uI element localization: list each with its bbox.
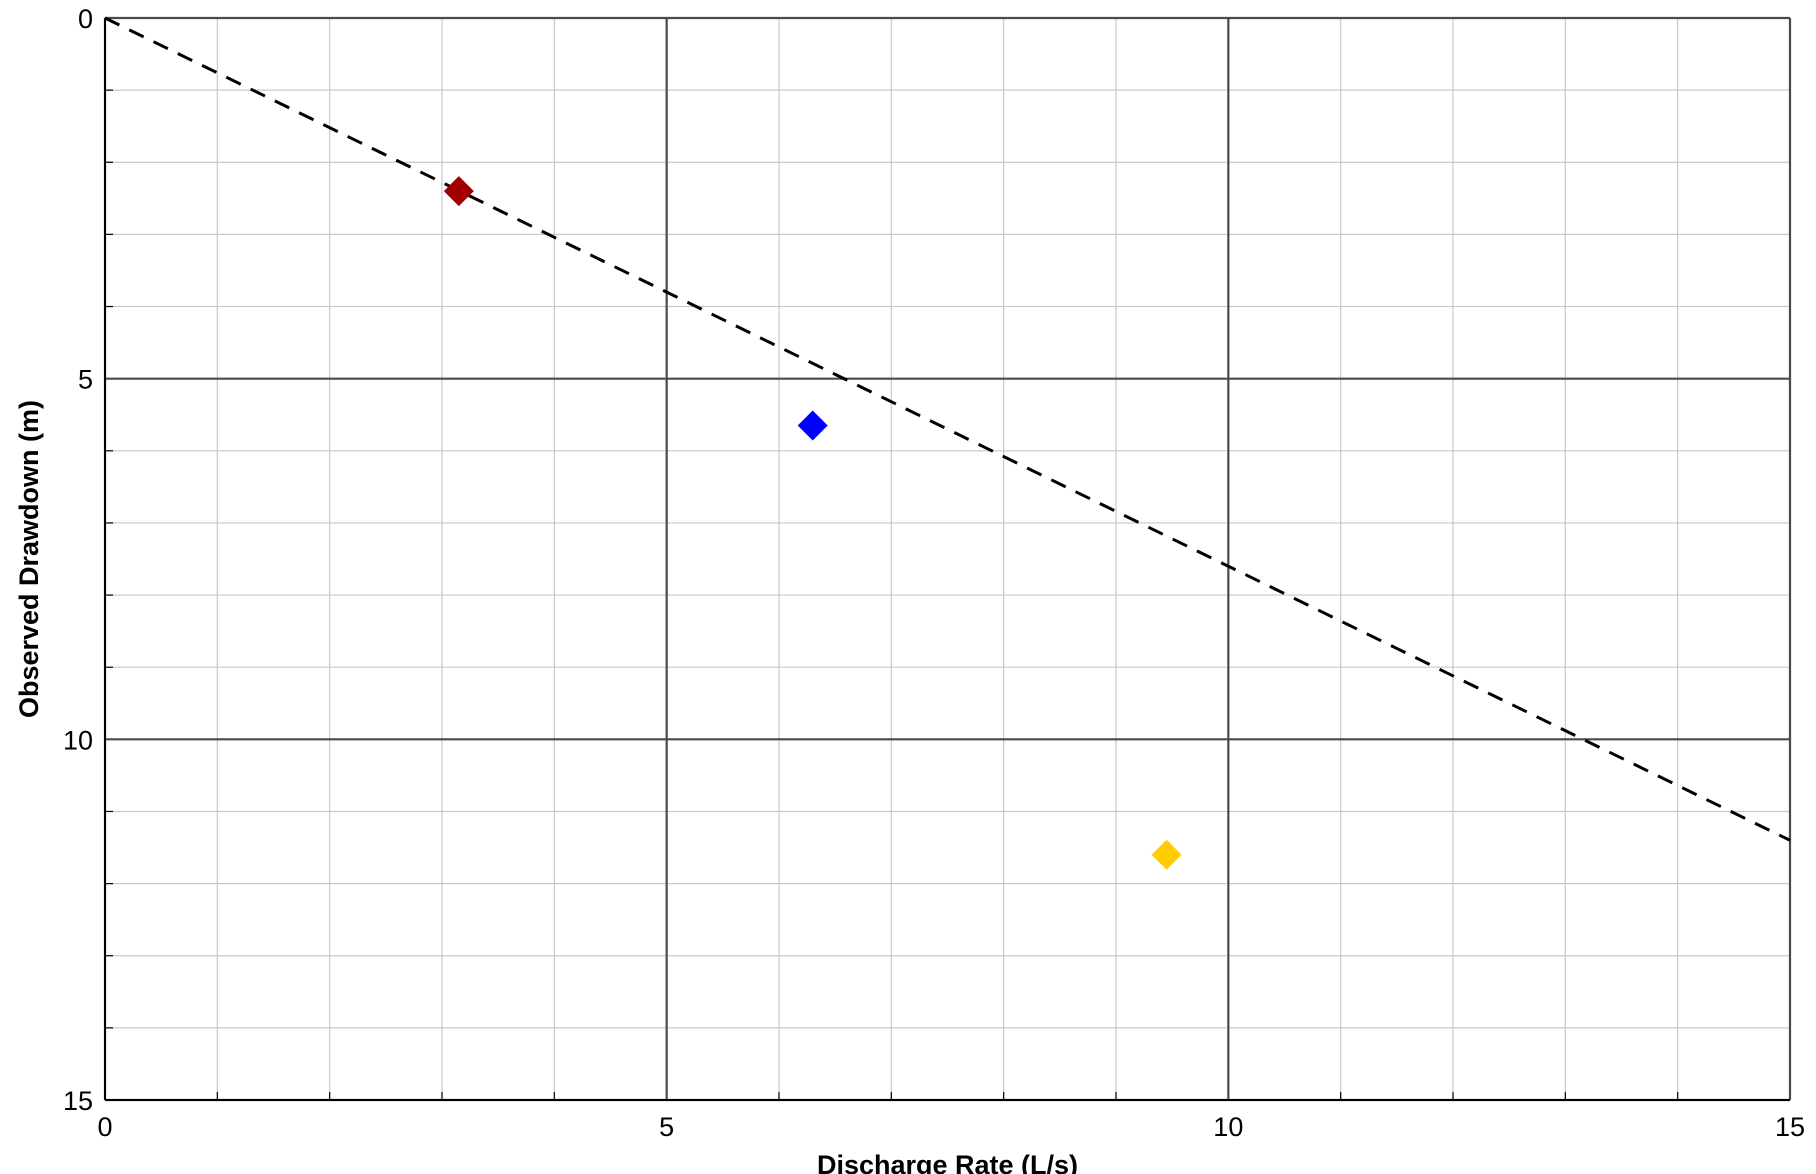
major-gridlines (103, 16, 1792, 1102)
x-tick-label: 10 (1213, 1112, 1243, 1142)
data-point (443, 176, 474, 207)
y-tick-label: 5 (78, 365, 93, 395)
x-tick-label: 0 (97, 1112, 112, 1142)
data-point (797, 410, 828, 441)
tick-marks (105, 89, 1679, 1100)
data-point (1151, 839, 1182, 870)
y-tick-label: 10 (63, 725, 93, 755)
fit-line-layer (104, 16, 1791, 842)
minor-gridlines (105, 18, 1790, 1100)
data-points (443, 176, 1182, 870)
y-tick-label: 15 (63, 1086, 93, 1116)
axes (104, 18, 1790, 1101)
x-tick-label: 15 (1775, 1112, 1805, 1142)
x-axis-title: Discharge Rate (L/s) (817, 1150, 1078, 1174)
x-tick-label: 5 (659, 1112, 674, 1142)
y-tick-label: 0 (78, 4, 93, 34)
fit-line (104, 16, 1791, 842)
y-axis-title: Observed Drawdown (m) (14, 400, 44, 718)
